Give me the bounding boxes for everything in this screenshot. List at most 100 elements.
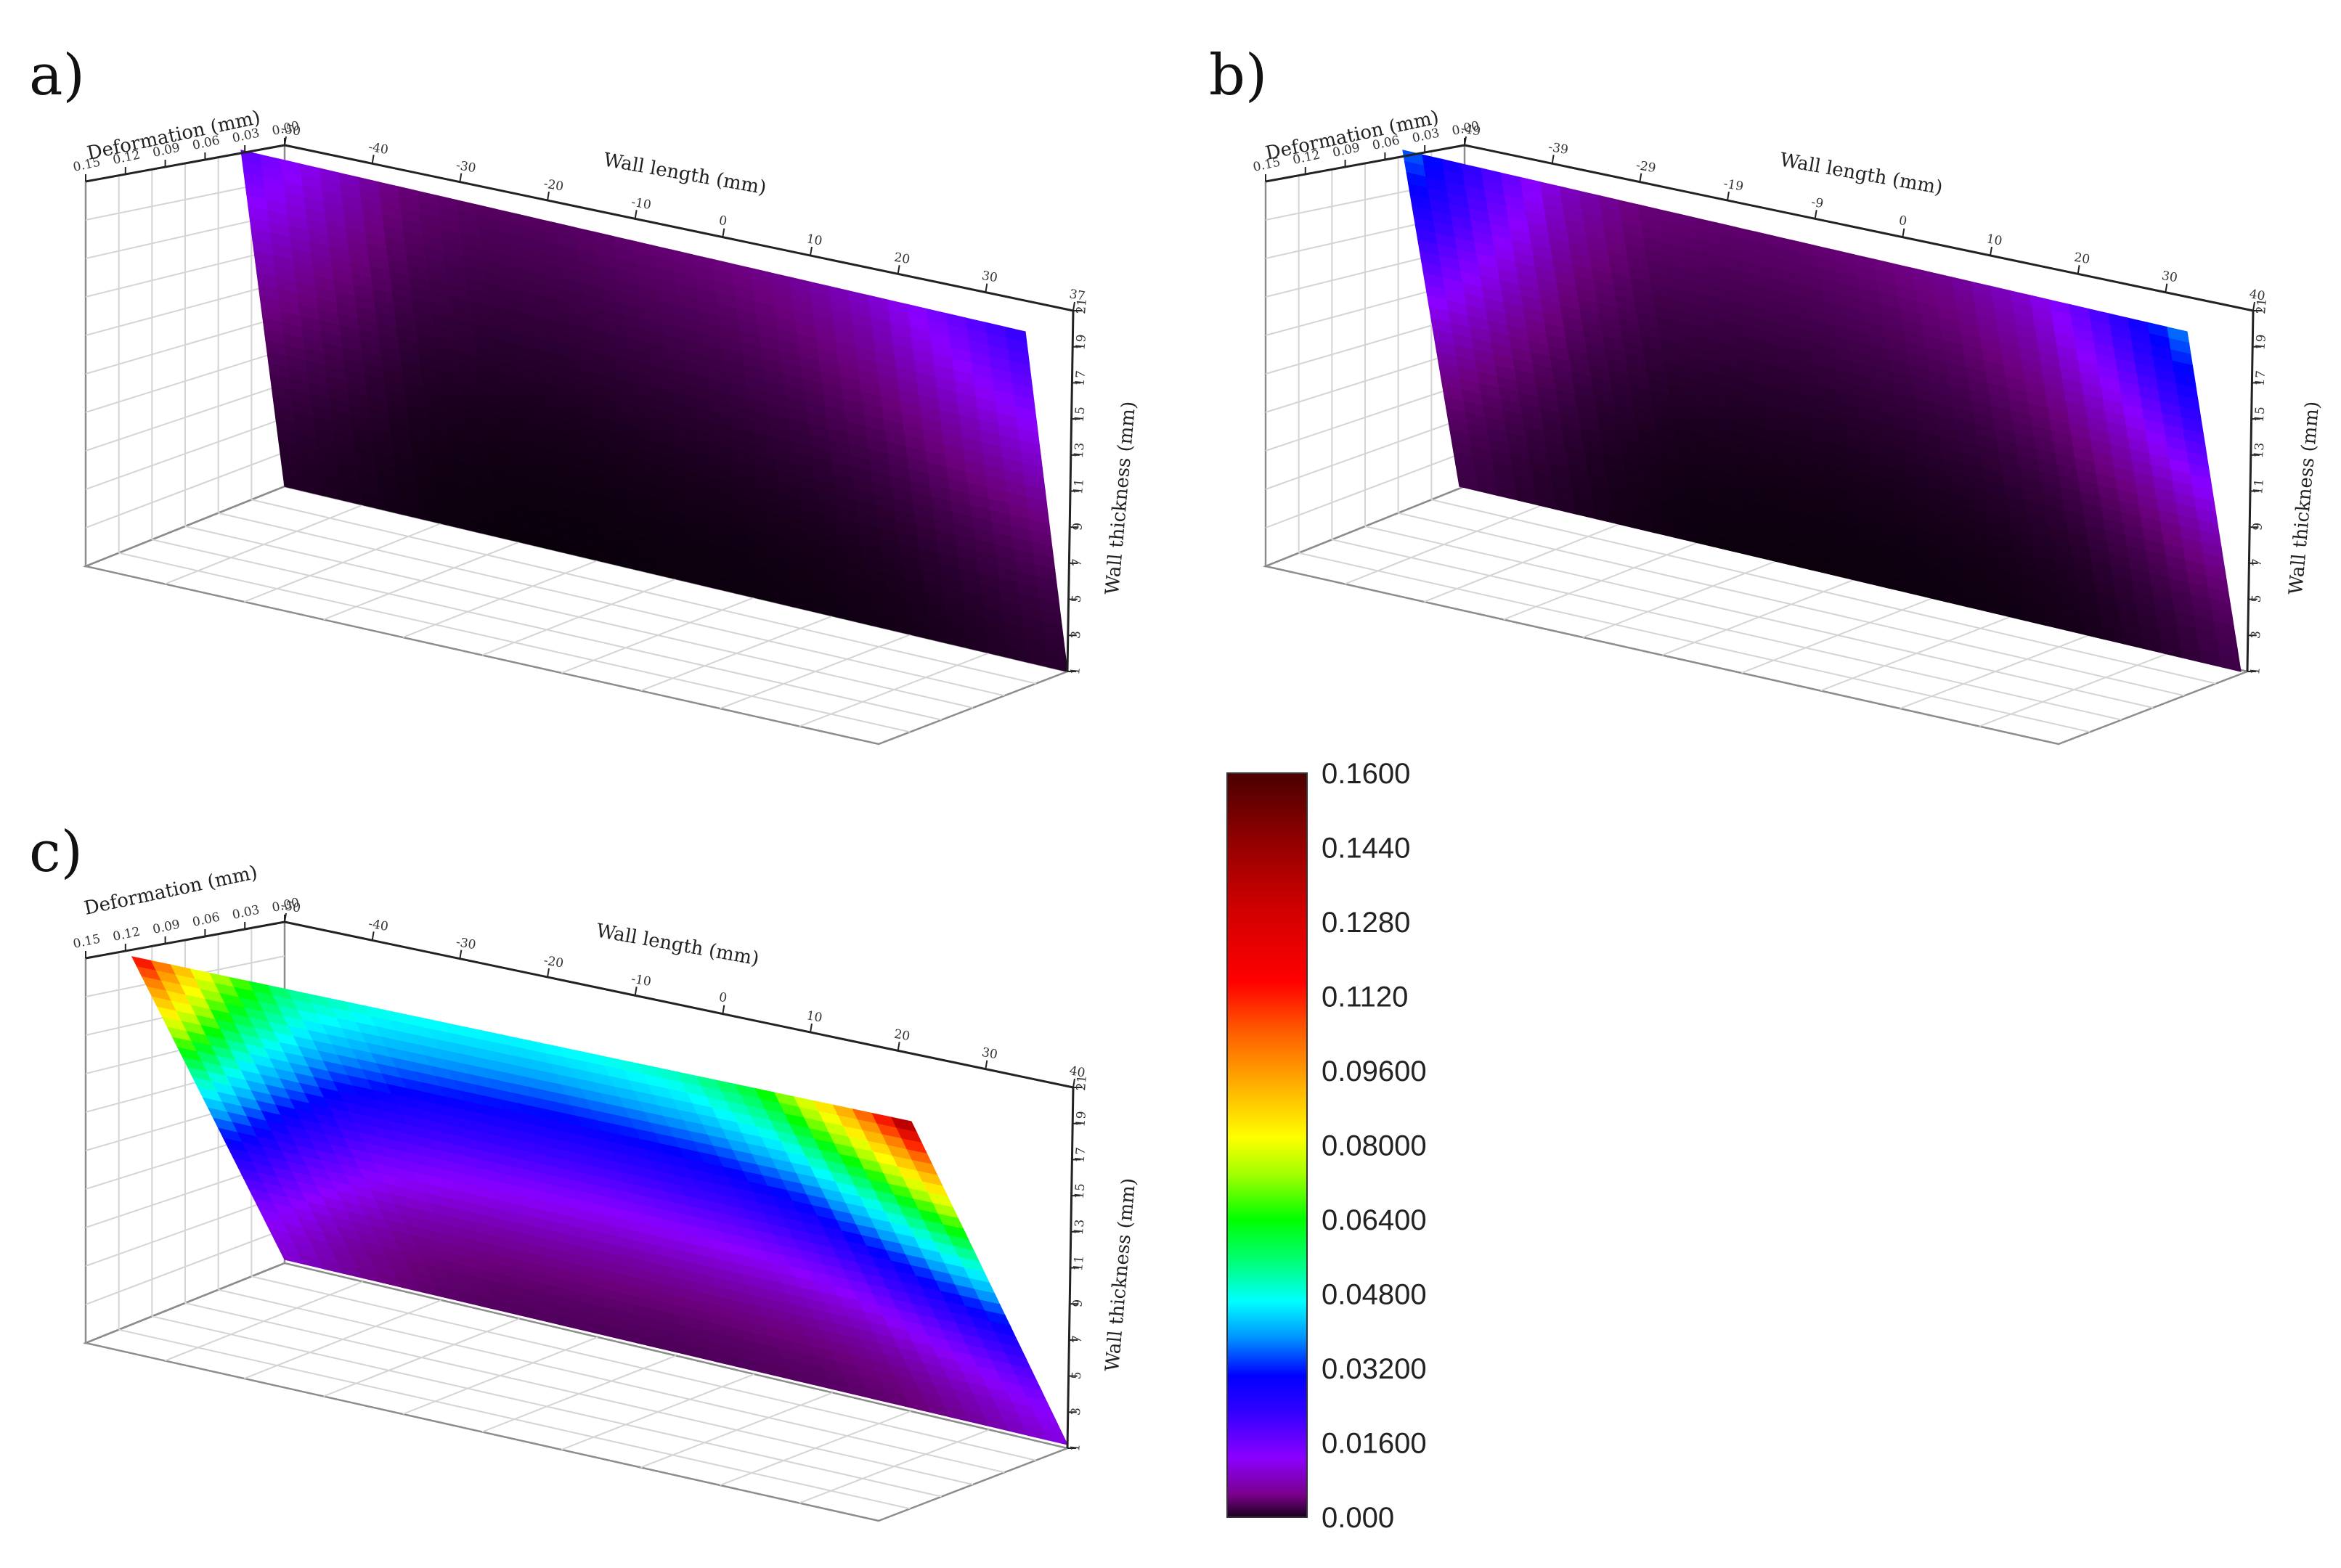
y-tick-label: 1 xyxy=(1068,666,1083,676)
x-axis-line xyxy=(284,144,1074,312)
x-tick xyxy=(1639,173,1642,182)
x-tick xyxy=(1814,210,1817,219)
x-tick xyxy=(810,246,813,256)
x-tick-label: 0 xyxy=(717,990,728,1006)
colorbar-tick-label: 0.06400 xyxy=(1322,1204,1427,1236)
x-tick xyxy=(1902,228,1905,237)
colorbar-tick-label: 0.000 xyxy=(1322,1502,1394,1534)
x-tick xyxy=(634,210,638,219)
panel-b-xlabel: Wall length (mm) xyxy=(1778,149,1945,199)
x-tick xyxy=(810,1023,813,1033)
x-tick xyxy=(985,283,988,293)
grid-line xyxy=(244,523,441,603)
z-tick-label: 0.03 xyxy=(231,902,261,922)
y-tick-label: 13 xyxy=(1072,1219,1088,1236)
z-tick-label: 0.09 xyxy=(151,917,181,936)
colorbar-tick-label: 0.01600 xyxy=(1322,1428,1427,1460)
y-tick-label: 19 xyxy=(1073,1111,1089,1127)
x-tick-label: 20 xyxy=(893,250,911,267)
x-tick xyxy=(547,968,550,978)
grid-line xyxy=(1265,417,1465,490)
grid-line xyxy=(1344,504,1544,585)
y-tick-label: 13 xyxy=(2252,442,2268,459)
x-tick xyxy=(1072,301,1075,311)
x-tick xyxy=(459,173,463,182)
x-tick xyxy=(1727,191,1730,201)
panel-a-box xyxy=(82,144,1071,746)
y-tick-label: 15 xyxy=(2252,406,2268,422)
grid-line xyxy=(1265,452,1465,528)
x-tick xyxy=(547,191,550,201)
y-tick-label: 7 xyxy=(1070,558,1085,568)
panel-b-label: b) xyxy=(1209,43,1267,108)
grid-line xyxy=(244,1299,441,1379)
panel-a-label: a) xyxy=(29,43,85,108)
y-tick-label: 3 xyxy=(2249,630,2264,640)
x-tick-label: -10 xyxy=(630,195,652,213)
colorbar-ticks: 0.1600 0.1440 0.1280 0.1120 0.09600 0.08000 0.… xyxy=(1322,758,1427,1534)
panel-a-axes: -50-40-30-20-100102030371357911131517192… xyxy=(72,118,1090,675)
x-tick-label: -20 xyxy=(542,176,564,194)
grid-line xyxy=(1979,652,2170,727)
x-tick-label: 30 xyxy=(980,1045,998,1062)
z-tick-label: 0.15 xyxy=(72,931,102,951)
grid-line xyxy=(85,349,285,413)
x-tick xyxy=(371,155,375,164)
grid-line xyxy=(1265,349,1465,413)
grid-line xyxy=(640,615,833,692)
colorbar-gradient xyxy=(1226,772,1308,1518)
x-tick-label: -10 xyxy=(630,972,652,989)
y-tick-label: 3 xyxy=(1069,1407,1084,1416)
colorbar: 0.1600 0.1440 0.1280 0.1120 0.09600 0.08000 0.… xyxy=(1226,758,1427,1534)
colorbar-tick-label: 0.04800 xyxy=(1322,1279,1427,1311)
x-tick xyxy=(2077,265,2080,274)
x-tick xyxy=(985,1060,988,1069)
x-tick-label: -39 xyxy=(1547,140,1569,158)
grid-line xyxy=(85,383,285,452)
x-tick-label: -40 xyxy=(367,917,389,934)
grid-line xyxy=(561,597,755,674)
x-tick-label: -20 xyxy=(542,953,564,971)
panel-a: a) -50-40-30-20-100102030371357911131517… xyxy=(29,43,1140,746)
y-tick-label: 17 xyxy=(2252,370,2268,387)
grid-line xyxy=(85,452,285,528)
y-tick-label: 3 xyxy=(1069,630,1084,640)
grid-line xyxy=(720,634,911,709)
x-tick-label: -30 xyxy=(455,158,476,176)
y-tick-label: 7 xyxy=(1070,1335,1085,1344)
grid-line xyxy=(1424,523,1621,603)
grid-line xyxy=(85,315,285,375)
y-tick-label: 9 xyxy=(1070,522,1086,531)
x-tick-label: 0 xyxy=(1897,213,1908,229)
y-tick-label: 5 xyxy=(1070,595,1085,604)
grid-line xyxy=(1900,634,2091,709)
x-tick-label: -40 xyxy=(367,140,389,158)
grid-line xyxy=(323,541,520,621)
x-tick-label: 30 xyxy=(980,269,998,285)
grid-line xyxy=(1741,597,1935,674)
grid-line xyxy=(85,281,285,336)
y-tick-label: 15 xyxy=(1072,1183,1088,1199)
panel-b-box xyxy=(1262,144,2251,746)
y-tick-label: 1 xyxy=(2248,666,2263,676)
x-tick-label: -29 xyxy=(1634,158,1656,176)
y-tick-label: 21 xyxy=(1074,1074,1090,1091)
grid-line xyxy=(1820,615,2013,692)
colorbar-tick-label: 0.09600 xyxy=(1322,1055,1427,1087)
grid-line xyxy=(481,1355,677,1433)
x-tick-label: -30 xyxy=(455,935,476,952)
panel-b-ylabel: Wall thickness (mm) xyxy=(2285,401,2324,596)
x-tick xyxy=(722,228,725,237)
grid-line xyxy=(164,504,364,585)
grid-line xyxy=(1265,315,1465,375)
x-tick xyxy=(897,265,900,274)
panel-a-ylabel: Wall thickness (mm) xyxy=(1102,401,1140,596)
x-tick-label: 10 xyxy=(805,1008,823,1025)
x-tick xyxy=(634,987,638,996)
grid-line xyxy=(561,1373,755,1450)
y-tick-label: 9 xyxy=(2250,522,2265,531)
x-tick xyxy=(897,1042,900,1051)
x-tick-label: 37 xyxy=(1068,287,1086,303)
y-tick-label: 21 xyxy=(2254,298,2270,314)
